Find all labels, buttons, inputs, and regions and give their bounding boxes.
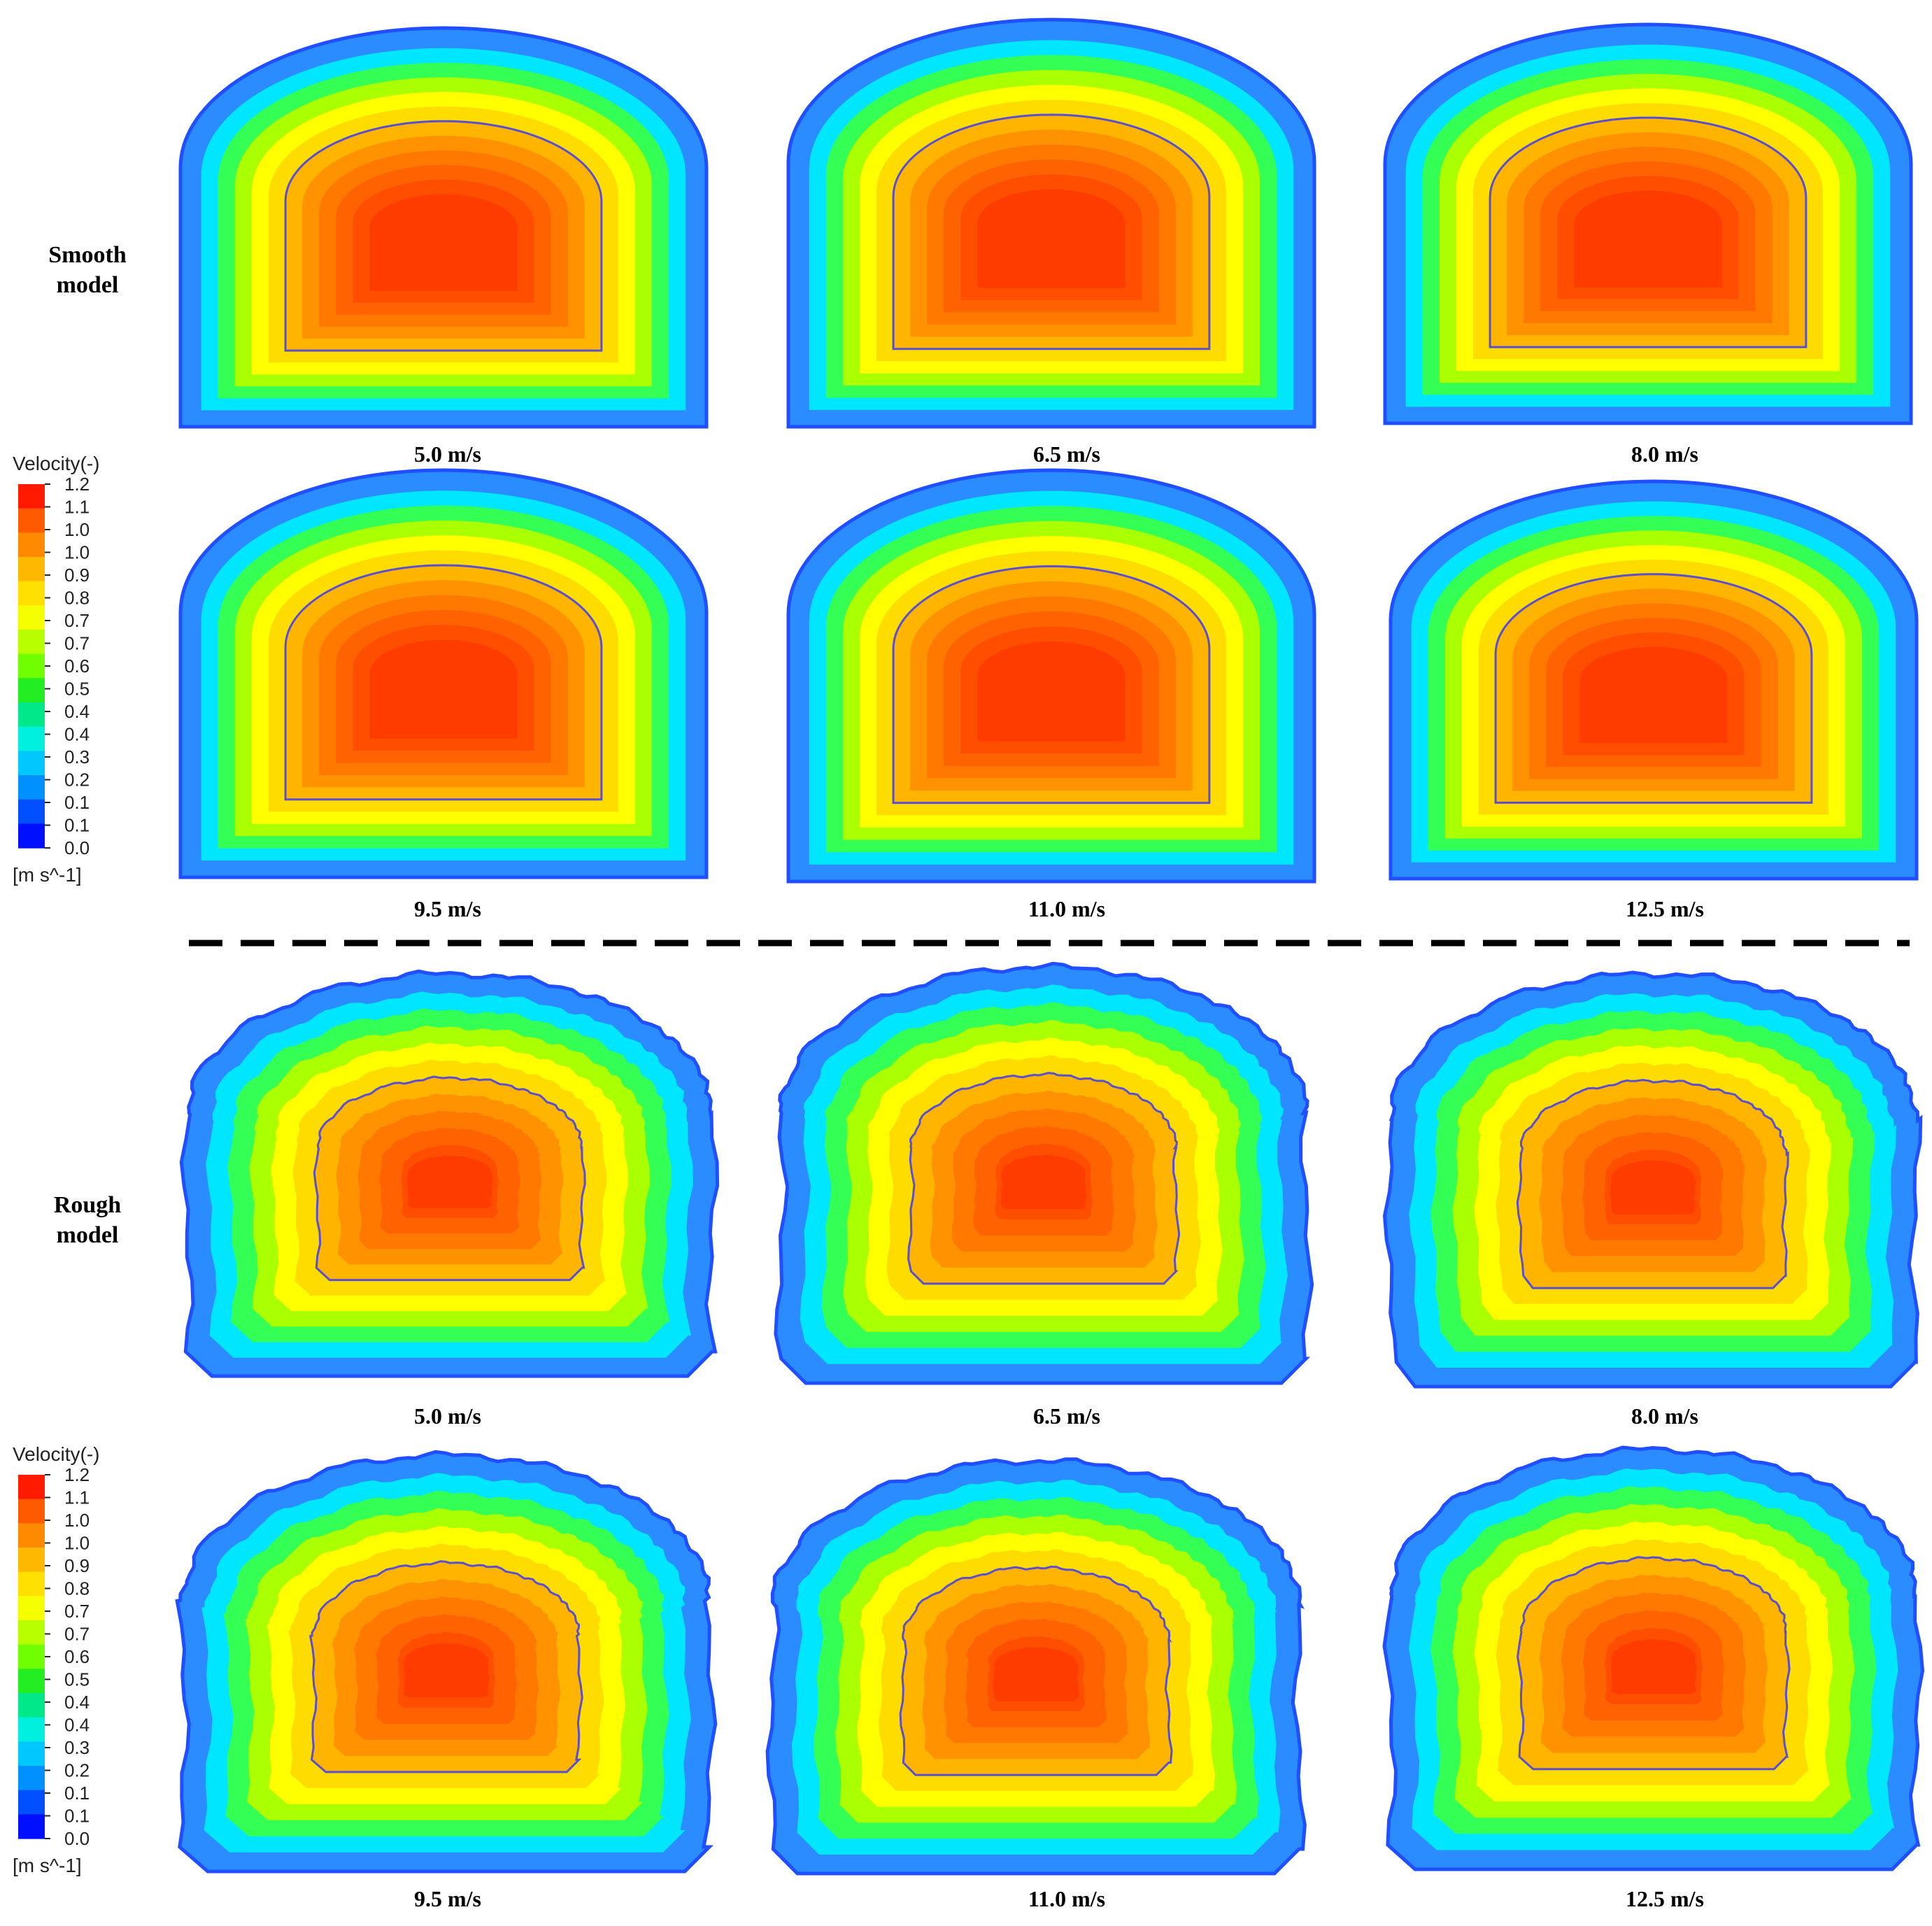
legend-tick-label: 1.1: [64, 497, 90, 518]
velocity-legend-2: Velocity(-)1.21.11.01.00.90.80.70.70.60.…: [13, 1443, 99, 1876]
legend-tick-label: 0.9: [64, 565, 90, 586]
legend-swatch: [18, 702, 45, 728]
caption-rough-6: 12.5 m/s: [1626, 1886, 1704, 1911]
legend-tick-label: 0.7: [64, 633, 90, 654]
legend-swatch: [18, 1475, 45, 1500]
caption-smooth-4: 9.5 m/s: [414, 896, 481, 921]
legend-unit: [m s^-1]: [13, 864, 82, 886]
legend-title: Velocity(-): [13, 1443, 99, 1465]
legend-tick-label: 0.9: [64, 1555, 90, 1576]
legend-swatch: [18, 1620, 45, 1645]
legend-tick-label: 0.8: [64, 1578, 90, 1599]
legend-tick-label: 0.3: [64, 746, 90, 767]
legend-swatch: [18, 1717, 45, 1742]
caption-rough-3: 8.0 m/s: [1631, 1403, 1698, 1429]
caption-smooth-3: 8.0 m/s: [1631, 441, 1698, 467]
legend-tick-label: 0.1: [64, 1806, 90, 1827]
legend-tick-label: 0.1: [64, 815, 90, 836]
contour-panel-rough-6: [1382, 1445, 1925, 1871]
legend-tick-label: 0.5: [64, 1669, 90, 1690]
legend-swatch: [18, 775, 45, 800]
legend-unit: [m s^-1]: [13, 1855, 82, 1876]
legend-swatch: [18, 823, 45, 849]
legend-tick-label: 0.4: [64, 1715, 90, 1736]
legend-tick-label: 0.6: [64, 656, 90, 677]
legend-tick-label: 1.0: [64, 1510, 90, 1531]
caption-rough-1: 5.0 m/s: [414, 1403, 481, 1429]
legend-tick-label: 0.4: [64, 701, 90, 722]
legend-swatch: [18, 1814, 45, 1839]
legend-swatch: [18, 630, 45, 655]
row-label-rough-line1: Rough: [54, 1192, 121, 1218]
row-label-rough-line2: model: [57, 1222, 119, 1248]
legend-tick-label: 1.0: [64, 1533, 90, 1554]
caption-smooth-2: 6.5 m/s: [1033, 441, 1100, 467]
legend-tick-label: 0.2: [64, 770, 90, 791]
row-label-smooth-line1: Smooth: [48, 242, 127, 268]
contour-panel-smooth-5: [786, 468, 1316, 884]
velocity-legend-1: Velocity(-)1.21.11.01.00.90.80.70.70.60.…: [13, 453, 99, 886]
legend-tick-label: 1.1: [64, 1487, 90, 1508]
legend-swatch: [18, 1741, 45, 1766]
legend-swatch: [18, 1596, 45, 1621]
legend-tick-label: 0.0: [64, 837, 90, 858]
contour-panel-smooth-3: [1383, 22, 1913, 425]
legend-tick-label: 0.0: [64, 1828, 90, 1849]
legend-tick-label: 1.2: [64, 474, 90, 495]
contour-panel-rough-1: [179, 969, 720, 1378]
legend-swatch: [18, 1766, 45, 1791]
legend-tick-label: 1.2: [64, 1464, 90, 1485]
legend-tick-label: 0.4: [64, 1692, 90, 1713]
contour-panel-rough-2: [774, 961, 1314, 1385]
legend-tick-label: 0.7: [64, 610, 90, 631]
legend-tick-label: 0.7: [64, 1624, 90, 1645]
legend-tick-label: 1.0: [64, 542, 90, 563]
contour-panel-rough-5: [765, 1457, 1307, 1876]
legend-swatch: [18, 581, 45, 606]
caption-rough-2: 6.5 m/s: [1033, 1403, 1100, 1429]
legend-swatch: [18, 653, 45, 679]
legend-tick-label: 0.5: [64, 679, 90, 700]
legend-swatch: [18, 1499, 45, 1524]
legend-swatch: [18, 605, 45, 630]
legend-tick-label: 0.7: [64, 1601, 90, 1622]
row-label-smooth-line2: model: [57, 272, 119, 298]
legend-swatch: [18, 751, 45, 776]
caption-smooth-1: 5.0 m/s: [414, 441, 481, 467]
legend-swatch: [18, 799, 45, 824]
legend-swatch: [18, 1548, 45, 1573]
caption-rough-5: 11.0 m/s: [1028, 1886, 1105, 1911]
contour-panel-rough-4: [175, 1450, 718, 1874]
legend-swatch: [18, 557, 45, 582]
contour-panel-smooth-4: [178, 468, 709, 879]
contour-panel-smooth-2: [786, 17, 1316, 429]
legend-swatch: [18, 726, 45, 751]
legend-tick-label: 0.1: [64, 792, 90, 813]
caption-rough-4: 9.5 m/s: [414, 1886, 481, 1911]
contour-panel-smooth-6: [1388, 479, 1919, 881]
legend-swatch: [18, 484, 45, 509]
legend-swatch: [18, 1644, 45, 1669]
caption-smooth-5: 11.0 m/s: [1028, 896, 1105, 921]
legend-swatch: [18, 1693, 45, 1718]
legend-title: Velocity(-): [13, 453, 99, 474]
legend-tick-label: 0.2: [64, 1760, 90, 1781]
legend-swatch: [18, 1523, 45, 1548]
legend-tick-label: 0.1: [64, 1783, 90, 1804]
legend-swatch: [18, 678, 45, 703]
legend-swatch: [18, 1669, 45, 1694]
legend-tick-label: 0.8: [64, 588, 90, 609]
caption-smooth-6: 12.5 m/s: [1626, 896, 1704, 921]
contour-panel-smooth-1: [178, 26, 709, 429]
legend-swatch: [18, 1790, 45, 1815]
legend-swatch: [18, 1571, 45, 1596]
legend-tick-label: 0.4: [64, 724, 90, 745]
contour-panel-rough-3: [1382, 970, 1923, 1389]
legend-swatch: [18, 532, 45, 558]
legend-swatch: [18, 508, 45, 533]
legend-tick-label: 1.0: [64, 519, 90, 540]
legend-tick-label: 0.6: [64, 1646, 90, 1667]
legend-tick-label: 0.3: [64, 1737, 90, 1758]
